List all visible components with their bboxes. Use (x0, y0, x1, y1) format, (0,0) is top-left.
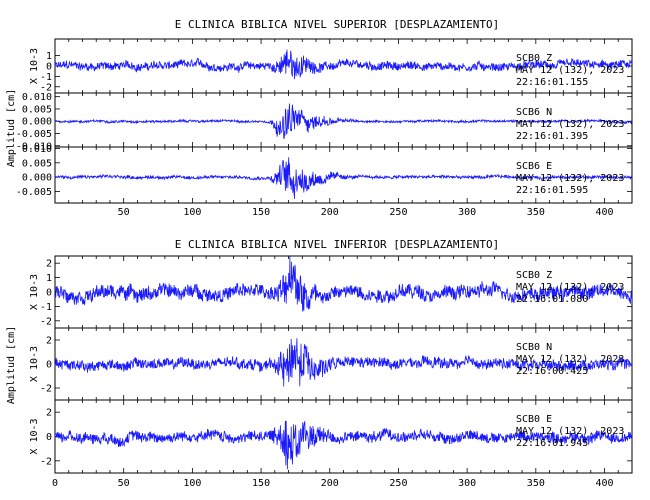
y-tick-label-0-0-3: -2 (40, 82, 52, 93)
upper-chart-title: E CLINICA BIBLICA NIVEL SUPERIOR [DESPLA… (175, 18, 500, 31)
y-tick-label-1-2-2: -2 (40, 456, 52, 467)
y-scale-label-1-1: X 10-3 (29, 346, 40, 382)
y-tick-label-0-2-0: 0.010 (22, 144, 52, 155)
y-tick-label-0-2-1: 0.005 (22, 158, 52, 169)
y-tick-label-0-1-4: -0.010 (16, 141, 52, 152)
x-tick-label-0-3: 200 (321, 207, 339, 218)
date-label-1-2: MAY 12 (132), 2023 (516, 426, 624, 437)
y-tick-label-1-0-3: -1 (40, 302, 52, 313)
date-label-0-0: MAY 12 (132), 2023 (516, 65, 624, 76)
date-label-1-1: MAY 12 (132), 2023 (516, 354, 624, 365)
x-tick-label-0-5: 300 (458, 207, 476, 218)
y-tick-label-0-2-3: -0.005 (16, 187, 52, 198)
x-tick-label-0-4: 250 (389, 207, 407, 218)
y-tick-label-1-2-1: 0 (46, 432, 52, 443)
time-label-1-0: 22:16:01.080 (516, 294, 588, 305)
date-label-0-1: MAY 12 (132), 2023 (516, 119, 624, 130)
station-label-0-2: SCB6 E (516, 161, 552, 172)
y-tick-label-1-0-0: 2 (46, 259, 52, 270)
y-tick-label-0-1-1: 0.005 (22, 104, 52, 115)
trace-line-1-0 (54, 255, 633, 312)
x-tick-label-1-2: 100 (183, 478, 201, 489)
trace-line-1-1 (54, 338, 633, 387)
lower-chart-title: E CLINICA BIBLICA NIVEL INFERIOR [DESPLA… (175, 238, 500, 251)
trace-line-0-1 (54, 103, 633, 139)
station-label-1-0: SCB0 Z (516, 270, 552, 281)
y-scale-label-0-0: X 10-3 (29, 48, 40, 84)
time-label-0-0: 22:16:01.155 (516, 77, 588, 88)
y-tick-label-1-1-0: 2 (46, 336, 52, 347)
y-tick-label-0-0-1: 0 (46, 62, 52, 73)
date-label-1-0: MAY 12 (132), 2023 (516, 282, 624, 293)
time-label-0-1: 22:16:01.395 (516, 131, 588, 142)
y-tick-label-0-0-0: 1 (46, 51, 52, 62)
station-label-1-1: SCB0 N (516, 342, 552, 353)
x-tick-label-1-0: 0 (52, 478, 58, 489)
time-label-1-1: 22:16:00.425 (516, 366, 588, 377)
x-tick-label-1-8: 400 (595, 478, 613, 489)
y-tick-label-0-0-2: -1 (40, 72, 52, 83)
x-tick-label-0-7: 400 (595, 207, 613, 218)
y-tick-label-0-1-3: -0.005 (16, 129, 52, 140)
y-scale-label-1-0: X 10-3 (29, 274, 40, 310)
y-tick-label-0-1-2: 0.000 (22, 117, 52, 128)
y-tick-label-0-2-2: 0.000 (22, 173, 52, 184)
station-label-1-2: SCB0 E (516, 414, 552, 425)
y-tick-label-1-0-2: 0 (46, 288, 52, 299)
x-tick-label-1-3: 150 (252, 478, 270, 489)
x-tick-label-1-4: 200 (321, 478, 339, 489)
y-scale-label-1-2: X 10-3 (29, 418, 40, 454)
trace-line-1-2 (54, 420, 633, 470)
lower-chart-ylabel: Amplitud [cm] (6, 326, 17, 404)
x-tick-label-1-1: 50 (118, 478, 130, 489)
station-label-0-1: SCB6 N (516, 107, 552, 118)
time-label-0-2: 22:16:01.595 (516, 185, 588, 196)
upper-chart-ylabel: Amplitud [cm] (6, 89, 17, 167)
x-tick-label-0-2: 150 (252, 207, 270, 218)
x-tick-label-0-1: 100 (183, 207, 201, 218)
y-tick-label-0-1-0: 0.010 (22, 92, 52, 103)
y-tick-label-1-1-2: -2 (40, 384, 52, 395)
y-tick-label-1-2-0: 2 (46, 408, 52, 419)
y-tick-label-1-0-1: 1 (46, 273, 52, 284)
y-tick-label-1-1-1: 0 (46, 360, 52, 371)
x-tick-label-0-0: 50 (118, 207, 130, 218)
station-label-0-0: SCB0 Z (516, 53, 552, 64)
x-tick-label-0-6: 350 (527, 207, 545, 218)
x-tick-label-1-5: 250 (389, 478, 407, 489)
trace-line-0-0 (54, 49, 633, 80)
x-tick-label-1-7: 350 (527, 478, 545, 489)
time-label-1-2: 22:16:01.945 (516, 438, 588, 449)
trace-line-0-2 (54, 157, 633, 199)
x-tick-label-1-6: 300 (458, 478, 476, 489)
y-tick-label-1-0-4: -2 (40, 316, 52, 327)
date-label-0-2: MAY 12 (132), 2023 (516, 173, 624, 184)
